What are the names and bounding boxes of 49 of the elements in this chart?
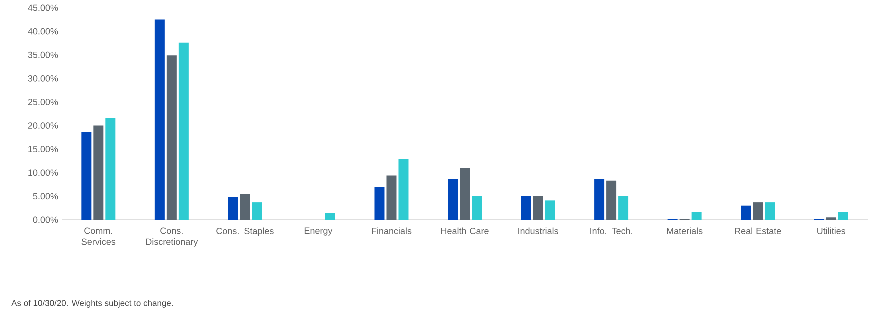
bar (386, 176, 397, 220)
bar (228, 197, 238, 220)
y-tick-label: 0.00% (33, 216, 58, 224)
bar (252, 202, 262, 220)
x-tick-label: Real Estate (735, 228, 782, 234)
x-tick-label: Comm. Services (82, 228, 116, 246)
x-tick-label: Energy (304, 228, 333, 236)
text: As of 10/30/20. Weights subject to change. (12, 300, 173, 308)
x-tick-label: Health Care (441, 228, 489, 234)
x-tick-label: Industrials (518, 228, 558, 234)
bar (594, 179, 605, 220)
y-tick-label: 30.00% (28, 75, 58, 82)
bar (82, 132, 92, 220)
x-tick-label: Cons. Discretionary (146, 228, 198, 247)
bar (240, 194, 250, 220)
x-tick-label: Cons. Staples (216, 228, 274, 236)
bar (618, 196, 629, 220)
y-tick-label: 15.00% (28, 146, 58, 153)
x-tick-label: Materials (667, 228, 703, 234)
y-tick-label: 5.00% (33, 193, 58, 200)
bar (178, 42, 189, 220)
bar (94, 126, 104, 220)
bar (166, 56, 177, 220)
x-tick-label: Utilities (818, 228, 846, 234)
bar (154, 20, 165, 220)
y-tick-label: 45.00% (28, 4, 58, 12)
bar (765, 202, 776, 220)
bar (838, 212, 848, 220)
bar (398, 159, 409, 220)
bar (448, 179, 458, 220)
y-tick-label: 10.00% (28, 170, 58, 176)
y-tick-label: 40.00% (28, 28, 58, 35)
bar (753, 202, 764, 220)
bar (472, 196, 482, 220)
bar (521, 196, 532, 220)
bar (106, 118, 116, 220)
y-tick-label: 25.00% (28, 99, 58, 106)
bar (606, 180, 617, 220)
y-tick-label: 35.00% (28, 52, 58, 58)
x-tick-label: Info. Tech. (590, 228, 632, 234)
bar (533, 196, 544, 220)
bar (325, 213, 336, 220)
bar (460, 168, 470, 220)
bar (545, 200, 556, 220)
x-tick-label: Financials (372, 228, 412, 234)
bar (692, 212, 702, 220)
y-tick-label: 20.00% (28, 122, 58, 129)
bar (374, 187, 385, 220)
bar (741, 206, 752, 220)
